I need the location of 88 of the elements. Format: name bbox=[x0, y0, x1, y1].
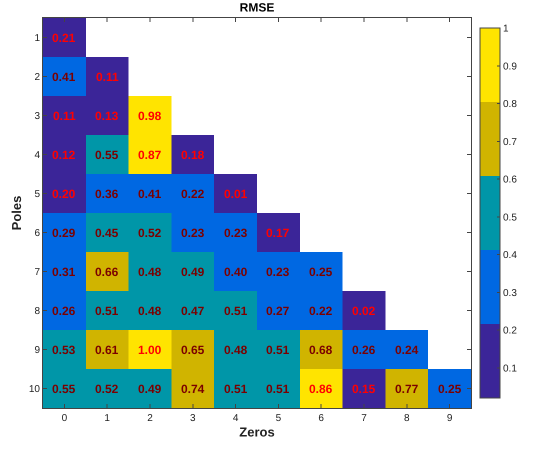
data-label: 0.17 bbox=[266, 226, 290, 240]
y-tick-label: 9 bbox=[34, 345, 40, 356]
data-label: 0.22 bbox=[181, 187, 205, 201]
data-label: 0.87 bbox=[138, 148, 162, 162]
data-label: 0.15 bbox=[352, 382, 376, 396]
y-tick-label: 8 bbox=[34, 306, 40, 317]
data-label: 0.98 bbox=[138, 109, 162, 123]
data-label: 0.36 bbox=[95, 187, 119, 201]
data-label: 0.25 bbox=[438, 382, 462, 396]
data-label: 0.51 bbox=[266, 382, 290, 396]
color-bar-label: 0.1 bbox=[503, 363, 518, 374]
data-label: 0.40 bbox=[224, 265, 248, 279]
data-label: 0.20 bbox=[52, 187, 76, 201]
y-tick-label: 6 bbox=[34, 228, 40, 239]
y-tick-label: 5 bbox=[34, 189, 40, 200]
data-label: 0.49 bbox=[138, 382, 162, 396]
data-label: 0.86 bbox=[309, 382, 333, 396]
data-label: 0.45 bbox=[95, 226, 119, 240]
data-label: 0.66 bbox=[95, 265, 119, 279]
data-label: 0.29 bbox=[52, 226, 76, 240]
data-label: 0.23 bbox=[224, 226, 248, 240]
y-tick-label: 7 bbox=[34, 267, 40, 278]
data-label: 0.51 bbox=[95, 304, 119, 318]
color-bar-label: 0.9 bbox=[503, 61, 518, 72]
data-label: 0.65 bbox=[181, 343, 205, 357]
data-label: 0.51 bbox=[266, 343, 290, 357]
data-label: 0.49 bbox=[181, 265, 205, 279]
data-label: 0.77 bbox=[395, 382, 419, 396]
color-bar-label: 0.4 bbox=[503, 250, 518, 262]
data-label: 0.68 bbox=[309, 343, 333, 357]
data-label: 0.61 bbox=[95, 343, 119, 357]
x-tick-label: 1 bbox=[104, 413, 110, 424]
x-tick-label: 9 bbox=[446, 413, 453, 424]
data-label: 0.21 bbox=[52, 31, 76, 45]
data-label: 0.24 bbox=[395, 343, 419, 357]
data-label: 0.12 bbox=[52, 148, 76, 162]
data-label: 0.53 bbox=[52, 343, 76, 357]
data-label: 0.51 bbox=[224, 382, 248, 396]
y-tick-label: 10 bbox=[28, 384, 40, 395]
data-label: 0.26 bbox=[52, 304, 76, 318]
data-label: 0.02 bbox=[352, 304, 376, 318]
color-bar-label: 0.8 bbox=[503, 99, 518, 110]
data-label: 0.01 bbox=[224, 187, 248, 201]
data-label: 0.25 bbox=[309, 265, 333, 279]
y-tick-label: 3 bbox=[34, 111, 40, 122]
x-tick-label: 8 bbox=[404, 413, 410, 424]
data-label: 0.55 bbox=[52, 382, 76, 396]
data-label: 0.41 bbox=[52, 70, 76, 84]
data-label: 0.52 bbox=[138, 226, 162, 240]
data-label: 0.23 bbox=[181, 226, 205, 240]
data-label: 0.48 bbox=[224, 343, 248, 357]
data-label: 0.55 bbox=[95, 148, 119, 162]
data-label: 0.74 bbox=[181, 382, 205, 396]
color-bar-label: 0.5 bbox=[503, 212, 518, 224]
data-label: 0.11 bbox=[96, 70, 120, 84]
chart-title: RMSE bbox=[240, 0, 274, 14]
x-tick-label: 5 bbox=[276, 413, 282, 424]
x-axis-title: Zeros bbox=[239, 424, 275, 440]
color-bar-label: 0.3 bbox=[503, 288, 518, 299]
data-label: 0.48 bbox=[138, 265, 162, 279]
data-label: 0.18 bbox=[181, 148, 205, 162]
x-tick-label: 3 bbox=[190, 413, 196, 424]
x-tick-label: 4 bbox=[232, 413, 239, 424]
data-label: 0.52 bbox=[95, 382, 119, 396]
x-tick-label: 0 bbox=[62, 413, 68, 424]
y-tick-label: 4 bbox=[34, 150, 40, 161]
data-label: 1.00 bbox=[138, 343, 162, 357]
y-tick-label: 2 bbox=[34, 72, 40, 83]
x-tick-label: 2 bbox=[147, 413, 154, 424]
data-label: 0.51 bbox=[224, 304, 248, 318]
data-label: 0.26 bbox=[352, 343, 376, 357]
y-axis-title: Poles bbox=[8, 196, 24, 230]
data-label: 0.47 bbox=[181, 304, 205, 318]
data-label: 0.22 bbox=[309, 304, 333, 318]
data-label: 0.31 bbox=[52, 265, 76, 279]
data-label: 0.27 bbox=[266, 304, 290, 318]
y-tick-label: 1 bbox=[34, 33, 40, 44]
data-label: 0.11 bbox=[53, 109, 76, 123]
x-tick-label: 7 bbox=[361, 413, 368, 424]
data-label: 0.13 bbox=[95, 109, 119, 123]
data-label: 0.23 bbox=[266, 265, 290, 279]
color-bar-label: 0.7 bbox=[503, 136, 518, 148]
color-bar-label: 1 bbox=[503, 24, 509, 34]
data-label: 0.41 bbox=[138, 187, 162, 201]
x-tick-label: 6 bbox=[318, 413, 324, 424]
data-label: 0.48 bbox=[138, 304, 162, 318]
color-bar-label: 0.2 bbox=[503, 326, 518, 337]
color-bar-label: 0.6 bbox=[503, 174, 518, 186]
